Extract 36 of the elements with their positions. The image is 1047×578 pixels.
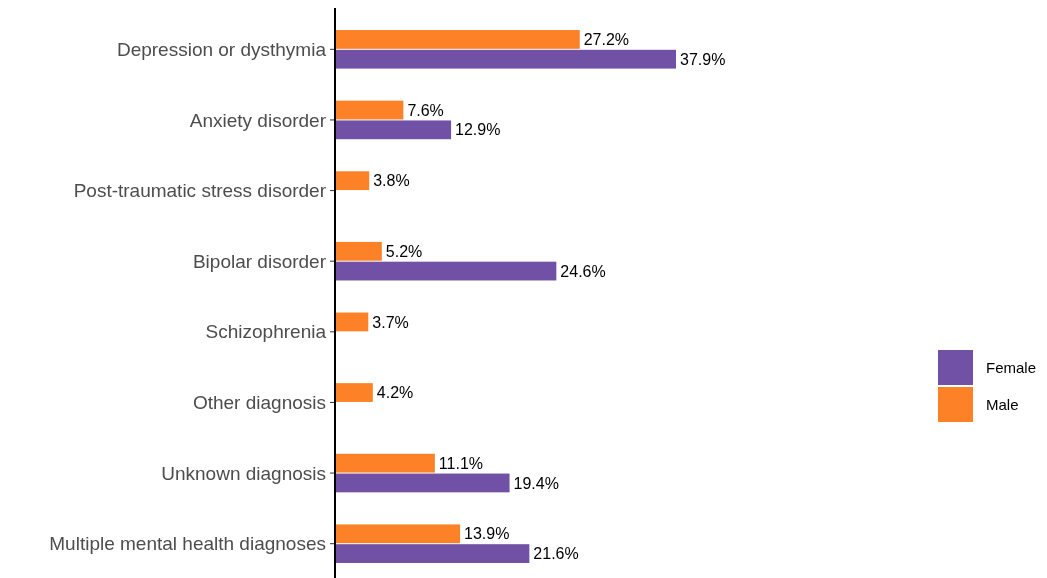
bar	[335, 49, 676, 69]
bar	[335, 100, 404, 120]
data-label: 27.2%	[583, 31, 630, 49]
bar	[335, 524, 461, 544]
data-label: 3.7%	[372, 313, 409, 331]
data-label: 11.1%	[438, 454, 484, 472]
data-label: 21.6%	[533, 545, 579, 563]
bar	[335, 312, 369, 332]
y-tick-label: Schizophrenia	[205, 321, 327, 343]
bar	[335, 453, 435, 473]
bar	[335, 544, 530, 563]
y-tick-label: Bipolar disorder	[192, 250, 327, 272]
y-tick-label: Unknown diagnosis	[161, 462, 326, 484]
data-label: 4.2%	[376, 384, 414, 402]
bar	[335, 30, 580, 49]
data-label: 7.6%	[407, 101, 444, 119]
bar	[335, 383, 373, 402]
bar	[335, 261, 557, 281]
y-tick-label: Anxiety disorder	[189, 109, 327, 131]
data-label: 5.2%	[385, 242, 423, 260]
legend-label: Male	[986, 395, 1019, 413]
data-label: 3.8%	[373, 172, 410, 190]
data-label: 13.9%	[464, 525, 510, 543]
y-tick-label: Depression or dysthymia	[116, 38, 327, 60]
y-tick-label: Multiple mental health diagnoses	[49, 533, 326, 555]
data-label: 24.6%	[560, 262, 606, 280]
bar	[335, 171, 370, 191]
bar	[335, 241, 382, 261]
data-label: 19.4%	[513, 474, 559, 492]
data-label: 12.9%	[455, 121, 501, 139]
y-tick-label: Post-traumatic stress disorder	[73, 180, 327, 202]
legend-label: Female	[986, 358, 1037, 376]
data-label: 37.9%	[680, 50, 726, 68]
bar	[335, 120, 452, 140]
bar	[335, 473, 510, 493]
y-tick-label: Other diagnosis	[192, 392, 326, 414]
